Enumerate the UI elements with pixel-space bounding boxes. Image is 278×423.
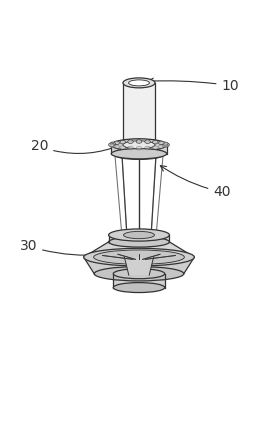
Ellipse shape [111, 148, 167, 159]
Ellipse shape [128, 146, 133, 150]
Polygon shape [113, 274, 165, 288]
Text: 40: 40 [160, 166, 231, 199]
Ellipse shape [120, 140, 125, 144]
Ellipse shape [128, 80, 150, 86]
Text: 10: 10 [148, 78, 239, 93]
Ellipse shape [123, 141, 155, 149]
Ellipse shape [153, 140, 158, 144]
Polygon shape [84, 242, 194, 257]
Ellipse shape [109, 237, 169, 247]
Ellipse shape [113, 283, 165, 293]
Ellipse shape [114, 141, 119, 145]
Ellipse shape [164, 143, 169, 147]
Ellipse shape [145, 146, 150, 150]
Ellipse shape [163, 142, 168, 146]
Ellipse shape [159, 145, 164, 148]
Ellipse shape [128, 140, 133, 143]
Polygon shape [109, 235, 169, 242]
Ellipse shape [123, 78, 155, 88]
Ellipse shape [163, 144, 168, 148]
Ellipse shape [114, 145, 119, 148]
Text: 30: 30 [20, 239, 102, 258]
Ellipse shape [145, 140, 150, 143]
Ellipse shape [109, 143, 114, 147]
Ellipse shape [115, 151, 163, 159]
Ellipse shape [123, 231, 155, 239]
Ellipse shape [111, 139, 167, 151]
Ellipse shape [159, 141, 164, 145]
Polygon shape [125, 257, 153, 275]
Ellipse shape [136, 140, 142, 143]
Polygon shape [111, 145, 167, 154]
Ellipse shape [120, 146, 125, 149]
Ellipse shape [94, 250, 184, 264]
Polygon shape [84, 257, 194, 274]
Polygon shape [123, 83, 155, 144]
Ellipse shape [110, 144, 115, 148]
Ellipse shape [110, 142, 115, 146]
Ellipse shape [113, 269, 165, 279]
Ellipse shape [109, 229, 169, 241]
Text: 20: 20 [31, 140, 121, 154]
Ellipse shape [136, 146, 142, 150]
Ellipse shape [153, 146, 158, 149]
Ellipse shape [84, 248, 194, 266]
Ellipse shape [122, 232, 156, 238]
Ellipse shape [94, 266, 184, 281]
Ellipse shape [123, 140, 155, 148]
